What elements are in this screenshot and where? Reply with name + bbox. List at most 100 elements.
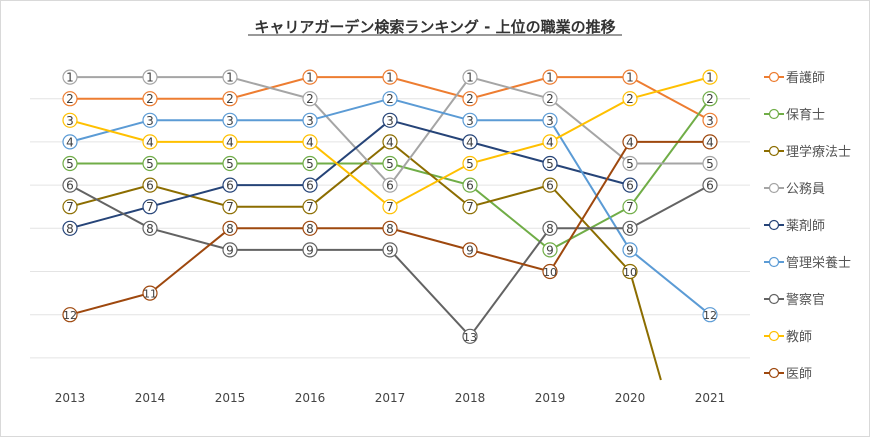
point-marker — [302, 134, 318, 150]
data-point: 2 — [62, 91, 78, 107]
point-marker — [222, 69, 238, 85]
data-label: 3 — [386, 114, 394, 128]
point-marker — [142, 91, 158, 107]
data-label: 5 — [146, 157, 154, 171]
data-label: 1 — [306, 71, 314, 85]
point-marker — [542, 155, 558, 172]
data-label: 8 — [386, 222, 394, 236]
legend-item: 保育士 — [764, 107, 825, 123]
legend-label: 警察官 — [786, 292, 825, 308]
data-point: 7 — [222, 199, 238, 215]
data-point: 5 — [302, 155, 318, 172]
data-point: 8 — [62, 220, 78, 236]
data-point: 4 — [622, 134, 638, 150]
data-point: 2 — [622, 91, 638, 107]
data-label: 5 — [626, 157, 634, 171]
data-label: 1 — [66, 71, 74, 85]
data-label: 9 — [626, 243, 634, 257]
data-label: 8 — [146, 222, 154, 236]
data-point: 1 — [382, 69, 398, 85]
point-marker — [462, 199, 478, 215]
point-marker — [702, 177, 718, 193]
data-point: 2 — [302, 91, 318, 107]
legend-item: 公務員 — [764, 182, 825, 197]
point-marker — [462, 69, 478, 85]
data-point: 5 — [222, 155, 238, 172]
point-marker — [382, 155, 398, 172]
data-point: 8 — [622, 220, 638, 236]
point-marker — [302, 220, 318, 236]
point-marker — [382, 220, 398, 236]
data-point: 4 — [542, 134, 558, 150]
point-marker — [302, 242, 318, 258]
data-point: 4 — [302, 134, 318, 150]
point-marker — [142, 69, 158, 85]
data-point: 9 — [222, 242, 238, 258]
point-marker — [142, 134, 158, 150]
data-label: 2 — [306, 92, 314, 106]
legend-label: 薬剤師 — [786, 218, 825, 234]
data-label: 3 — [66, 114, 74, 128]
legend-marker — [768, 330, 780, 342]
data-label: 9 — [386, 243, 394, 257]
x-tick-label: 2017 — [375, 391, 406, 405]
data-label: 9 — [546, 243, 554, 257]
data-label: 4 — [306, 135, 314, 149]
data-label: 7 — [466, 200, 474, 214]
point-marker — [702, 112, 718, 128]
data-label: 4 — [386, 135, 394, 149]
point-marker — [542, 91, 558, 107]
point-marker — [622, 220, 638, 236]
data-label: 9 — [466, 243, 474, 257]
data-point: 11 — [142, 285, 158, 301]
data-label: 5 — [66, 157, 74, 171]
point-marker — [462, 242, 478, 258]
data-point: 5 — [622, 155, 638, 172]
data-label: 2 — [546, 92, 554, 106]
data-label: 8 — [226, 222, 234, 236]
data-label: 4 — [546, 135, 554, 149]
point-marker — [142, 199, 158, 215]
data-label: 4 — [226, 135, 234, 149]
data-point: 10 — [542, 263, 558, 280]
data-label: 6 — [386, 179, 394, 193]
point-marker — [622, 134, 638, 150]
data-label: 3 — [226, 114, 234, 128]
data-label: 9 — [226, 243, 234, 257]
point-marker — [542, 242, 558, 258]
data-point: 6 — [222, 177, 238, 193]
data-point: 1 — [542, 69, 558, 85]
data-point: 9 — [542, 242, 558, 258]
data-label: 1 — [386, 71, 394, 85]
data-point: 2 — [462, 91, 478, 107]
data-label: 2 — [146, 92, 154, 106]
point-marker — [382, 177, 398, 193]
data-point: 3 — [142, 112, 158, 128]
data-label: 5 — [706, 157, 714, 171]
point-marker — [542, 263, 558, 280]
point-marker — [222, 242, 238, 258]
series-line — [69, 119, 631, 230]
data-label: 3 — [306, 114, 314, 128]
data-label: 4 — [146, 135, 154, 149]
data-point: 2 — [222, 91, 238, 107]
point-marker — [382, 134, 398, 150]
x-tick-label: 2016 — [295, 391, 326, 405]
data-point: 7 — [622, 199, 638, 215]
legend-marker — [768, 108, 780, 120]
data-label: 1 — [466, 71, 474, 85]
data-point: 7 — [142, 199, 158, 215]
point-marker — [302, 155, 318, 172]
legend-marker — [768, 256, 780, 268]
data-label: 7 — [146, 200, 154, 214]
data-point: 3 — [382, 112, 398, 128]
data-label: 8 — [306, 222, 314, 236]
data-point: 6 — [302, 177, 318, 193]
point-marker — [302, 91, 318, 107]
point-marker — [142, 155, 158, 172]
data-label: 6 — [306, 179, 314, 193]
point-marker — [462, 328, 478, 344]
point-marker — [142, 220, 158, 236]
legend-marker — [768, 293, 780, 305]
data-label: 7 — [306, 200, 314, 214]
